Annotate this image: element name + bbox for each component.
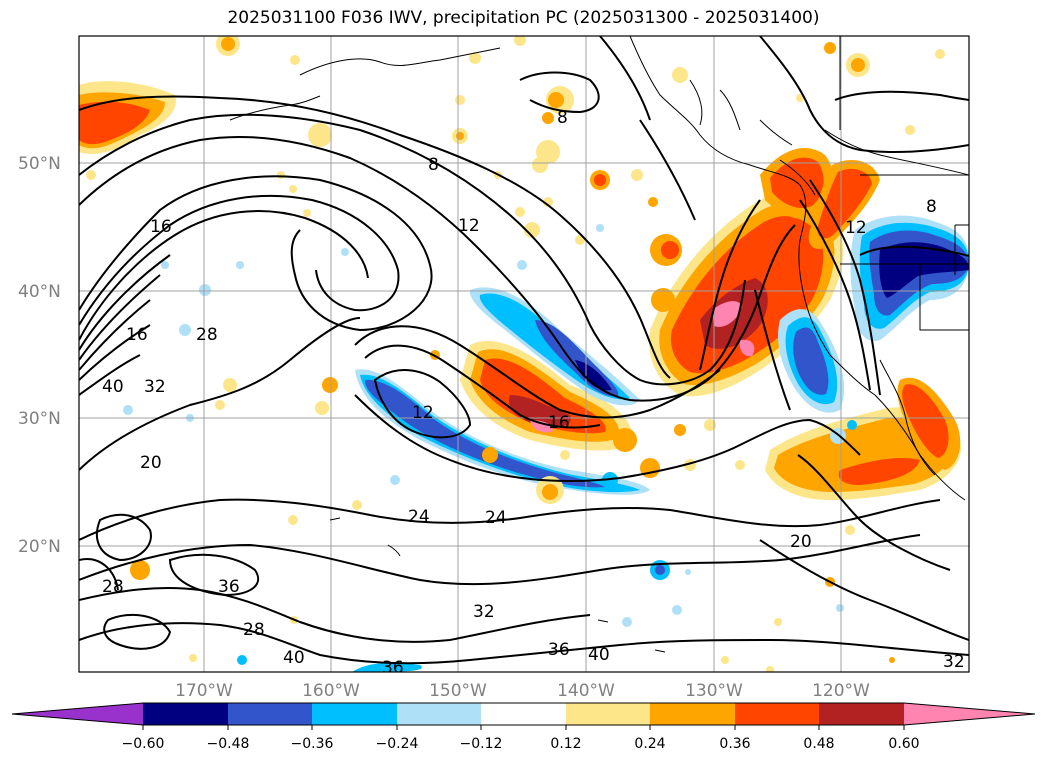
- contour-label-36: 36: [218, 577, 240, 597]
- contour-label-28: 28: [243, 620, 265, 640]
- contour-label-24: 24: [408, 507, 430, 527]
- lat-label: 30°N: [18, 409, 61, 429]
- colorbar-cell: [566, 703, 650, 725]
- contour-label-24: 24: [485, 508, 507, 528]
- contour-label-28: 28: [196, 325, 218, 345]
- precipitation-shading: [79, 36, 969, 672]
- contour-label-40: 40: [102, 377, 124, 397]
- contour-label-12: 12: [412, 403, 434, 423]
- colorbar-extend-max: [904, 703, 1035, 725]
- colorbar-cell: [735, 703, 819, 725]
- map-title: 2025031100 F036 IWV, precipitation PC (2…: [227, 8, 820, 28]
- contour-label-36: 36: [382, 658, 404, 678]
- colorbar-tick-label: 0.12: [550, 736, 581, 752]
- lon-label: 130°W: [685, 681, 743, 701]
- lon-label: 140°W: [557, 681, 615, 701]
- iwv-contours: [79, 36, 969, 665]
- colorbar-cell: [481, 703, 566, 725]
- contour-label-12: 12: [845, 218, 867, 238]
- contour-label-16: 16: [126, 325, 148, 345]
- contour-label-16: 16: [548, 413, 570, 433]
- contour-label-20: 20: [790, 532, 812, 552]
- contour-label-36: 36: [548, 640, 570, 660]
- map-area: 8 8 8 12 12 12 16 16 16 20 20 24 24 28 2…: [79, 36, 969, 678]
- colorbar-tick-label: 0.24: [634, 736, 665, 752]
- contour-label-32: 32: [144, 377, 166, 397]
- latitude-labels: 50°N 40°N 30°N 20°N: [18, 154, 61, 557]
- colorbar-cell: [312, 703, 397, 725]
- contour-label-16: 16: [150, 217, 172, 237]
- lon-label: 120°W: [812, 681, 870, 701]
- contour-label-20: 20: [140, 453, 162, 473]
- contour-label-32: 32: [943, 652, 965, 672]
- colorbar-tick-label: −0.48: [207, 736, 250, 752]
- lon-label: 160°W: [302, 681, 360, 701]
- contour-label-8: 8: [428, 155, 439, 175]
- colorbar-tick-label: −0.24: [376, 736, 419, 752]
- longitude-labels: 170°W 160°W 150°W 140°W 130°W 120°W: [175, 681, 870, 701]
- colorbar-cell: [650, 703, 735, 725]
- lon-label: 170°W: [175, 681, 233, 701]
- contour-label-40: 40: [588, 645, 610, 665]
- colorbar-cell: [143, 703, 228, 725]
- contour-label-40: 40: [283, 648, 305, 668]
- colorbar-extend-min: [12, 703, 143, 725]
- colorbar-tick-label: 0.48: [803, 736, 834, 752]
- colorbar-cell: [397, 703, 481, 725]
- colorbar-tick-label: 0.60: [888, 736, 919, 752]
- colorbar-cell: [819, 703, 904, 725]
- colorbar-tick-label: −0.12: [460, 736, 503, 752]
- graticule: [79, 36, 969, 672]
- lat-label: 50°N: [18, 154, 61, 174]
- contour-label-8: 8: [926, 197, 937, 217]
- colorbar: −0.60 −0.48 −0.36 −0.24 −0.12 0.12 0.24 …: [11, 702, 1036, 752]
- lat-label: 20°N: [18, 537, 61, 557]
- colorbar-tick-label: −0.60: [122, 736, 165, 752]
- contour-labels: 8 8 8 12 12 12 16 16 16 20 20 24 24 28 2…: [102, 108, 965, 678]
- lon-label: 150°W: [429, 681, 487, 701]
- colorbar-cell: [228, 703, 312, 725]
- contour-label-12: 12: [458, 216, 480, 236]
- map-frame: [78, 35, 970, 673]
- contour-label-32: 32: [473, 602, 495, 622]
- lat-label: 40°N: [18, 282, 61, 302]
- colorbar-tick-label: −0.36: [291, 736, 334, 752]
- colorbar-tick-label: 0.36: [719, 736, 750, 752]
- contour-label-28: 28: [102, 577, 124, 597]
- contour-label-8: 8: [557, 108, 568, 128]
